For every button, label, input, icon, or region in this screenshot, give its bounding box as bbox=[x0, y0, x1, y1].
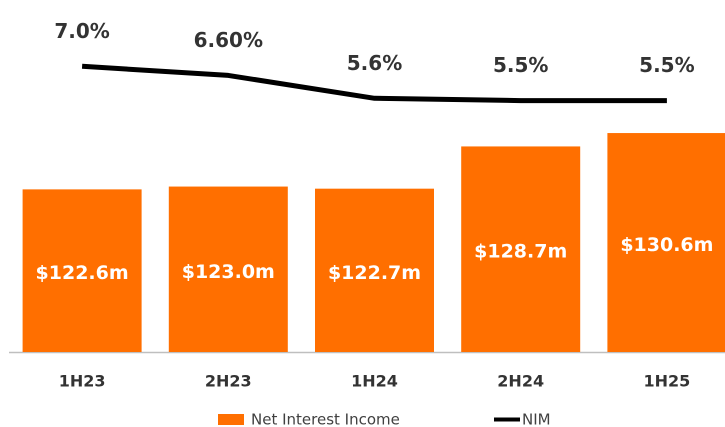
bar bbox=[461, 146, 581, 352]
line-label: 7.0% bbox=[54, 19, 109, 43]
bar bbox=[607, 133, 725, 352]
bar-label: $122.7m bbox=[328, 262, 421, 284]
x-tick-label: 2H23 bbox=[205, 372, 252, 391]
line-label: 6.60% bbox=[194, 28, 263, 52]
bar-label: $128.7m bbox=[474, 241, 567, 263]
x-tick-label: 1H24 bbox=[351, 372, 398, 391]
bar bbox=[22, 189, 142, 352]
bar bbox=[315, 188, 434, 352]
x-tick-label: 1H25 bbox=[644, 372, 691, 391]
legend-label: NIM bbox=[522, 411, 551, 427]
x-tick-label: 1H23 bbox=[59, 372, 106, 391]
bar-label: $130.6m bbox=[620, 234, 713, 256]
bar-label: $123.0m bbox=[182, 261, 275, 283]
legend-label: Net Interest Income bbox=[251, 411, 400, 427]
line-label: 5.6% bbox=[347, 51, 402, 75]
bar bbox=[168, 186, 288, 352]
line-label: 5.5% bbox=[639, 53, 694, 77]
line bbox=[81, 63, 667, 104]
legend-swatch bbox=[218, 414, 244, 425]
bar-label: $122.6m bbox=[36, 262, 129, 284]
line-label: 5.5% bbox=[493, 53, 548, 77]
x-tick-label: 2H24 bbox=[497, 372, 544, 391]
